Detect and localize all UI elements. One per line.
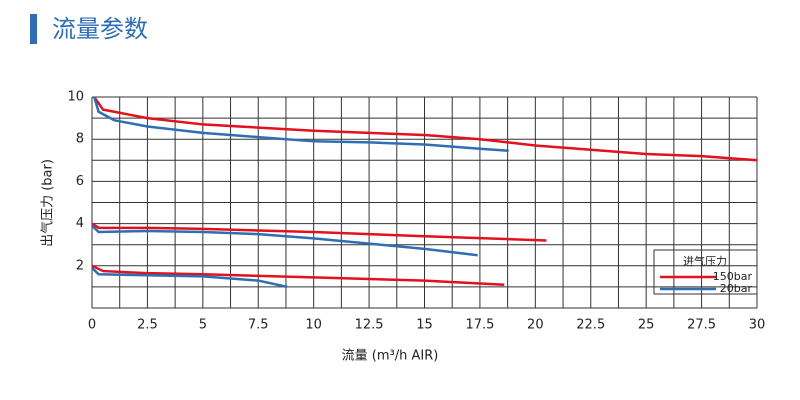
y-tick-label: 6 xyxy=(76,174,84,189)
legend-title: 进气压力 xyxy=(683,254,727,268)
x-tick-label: 12.5 xyxy=(355,318,384,333)
x-tick-label: 0 xyxy=(88,318,96,333)
line-series xyxy=(93,96,758,162)
x-tick-label: 15 xyxy=(416,318,433,333)
page-title: 流量参数 xyxy=(52,15,148,43)
x-tick-label: 25 xyxy=(638,318,655,333)
x-tick-label: 20 xyxy=(527,318,544,333)
title-bar xyxy=(30,14,37,44)
line-series xyxy=(91,267,288,289)
line-series xyxy=(93,96,509,153)
x-tick-label: 2.5 xyxy=(137,318,158,333)
x-tick-label: 10 xyxy=(305,318,322,333)
y-axis-label: 出气压力 (bar) xyxy=(40,159,56,247)
x-tick-label: 5 xyxy=(199,318,207,333)
legend-label: 20bar xyxy=(720,282,753,295)
y-tick-label: 10 xyxy=(67,90,84,105)
x-tick-label: 22.5 xyxy=(576,318,605,333)
y-tick-label: 2 xyxy=(76,258,84,273)
x-tick-label: 7.5 xyxy=(248,318,269,333)
x-tick-label: 17.5 xyxy=(465,318,494,333)
legend-label: 150bar xyxy=(713,270,753,283)
line-series xyxy=(91,264,505,287)
y-tick-label: 4 xyxy=(76,216,84,231)
line-series xyxy=(91,222,547,242)
x-tick-label: 27.5 xyxy=(687,318,716,333)
x-tick-label: 30 xyxy=(749,318,766,333)
x-axis-label: 流量 (m³/h AIR) xyxy=(342,349,439,364)
y-tick-label: 8 xyxy=(76,132,84,147)
line-series xyxy=(91,224,478,257)
